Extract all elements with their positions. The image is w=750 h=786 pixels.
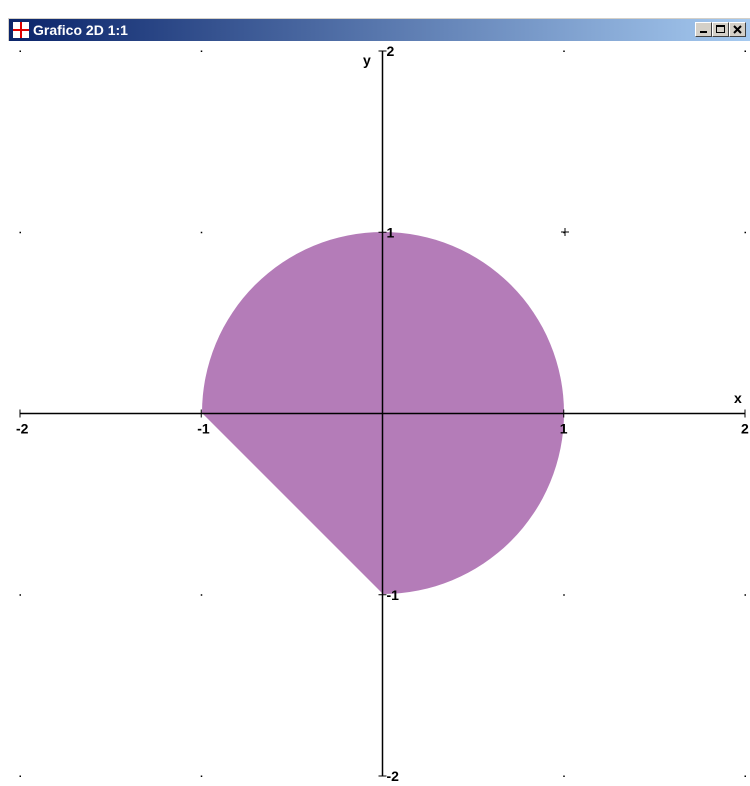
y-tick-label: 2	[387, 43, 395, 59]
title-bar: Grafico 2D 1:1	[9, 19, 750, 41]
grid-dot	[19, 775, 21, 777]
grid-dot	[744, 775, 746, 777]
minimize-button[interactable]	[695, 22, 712, 37]
close-button[interactable]	[729, 22, 746, 37]
grid-dot	[563, 594, 565, 596]
y-tick-label: -2	[387, 768, 400, 784]
grid-dot	[563, 775, 565, 777]
grid-dot	[744, 594, 746, 596]
grid-dot	[19, 50, 21, 52]
y-tick-label: -1	[387, 587, 400, 603]
x-tick-label: 2	[741, 421, 749, 437]
maximize-button[interactable]	[712, 22, 729, 37]
grid-dot	[563, 231, 565, 234]
grid-dot	[19, 594, 21, 596]
plot-area: y x -2 -1 1 2 2 1 -1 -2	[5, 41, 750, 786]
y-tick-label: 1	[387, 224, 395, 240]
x-axis-label: x	[734, 390, 742, 406]
grid-dot	[200, 50, 203, 52]
app-icon	[13, 22, 29, 38]
window-title: Grafico 2D 1:1	[33, 22, 128, 38]
grid-dot	[19, 231, 21, 234]
grid-dot	[200, 231, 203, 234]
x-tick-label: 1	[560, 421, 568, 437]
grid-dot	[200, 775, 203, 777]
grid-dot	[744, 50, 746, 52]
grid-dot	[200, 594, 203, 596]
x-tick-label: -1	[197, 421, 210, 437]
cursor-crosshair	[561, 228, 569, 236]
grid-dot	[744, 231, 746, 234]
grid-dot	[563, 50, 565, 52]
x-tick-label: -2	[16, 421, 29, 437]
y-axis-label: y	[363, 52, 371, 68]
